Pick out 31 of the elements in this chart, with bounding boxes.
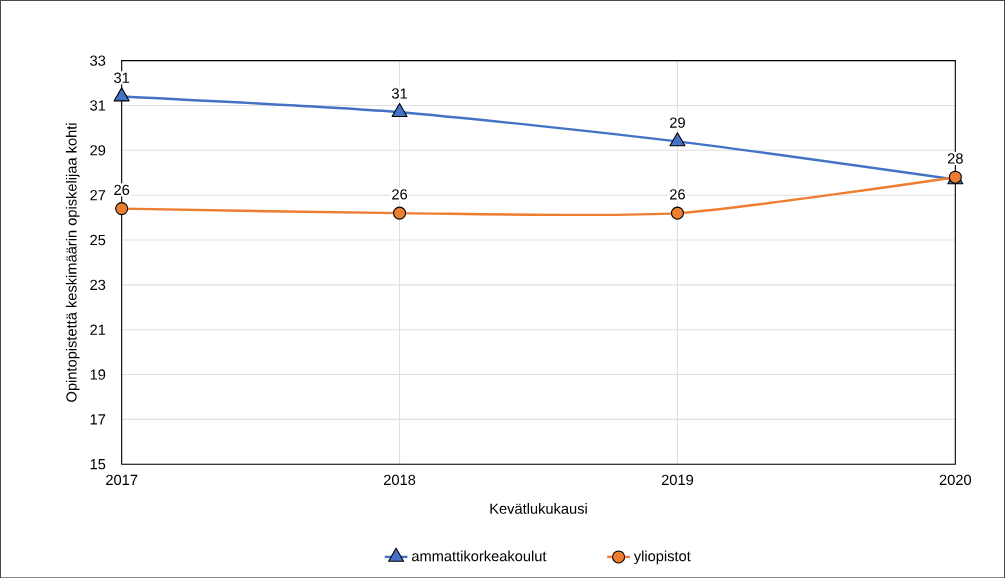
x-tick-label: 2020 [939,474,972,485]
point [115,201,129,216]
point [391,102,408,117]
y-tick-label: 17 [90,414,106,425]
y-tick-label: 31 [90,100,106,111]
x-tick-label: 2018 [383,474,416,485]
y-tick-label: 25 [90,234,106,246]
data-label: 26 [114,184,130,195]
data-label: 29 [670,117,685,128]
y-tick-label: 29 [90,145,106,156]
x-axis-title: Kevätlukukausi [490,502,587,514]
data-label: 26 [392,189,408,200]
point [393,206,407,220]
data-label: 26 [670,189,685,200]
y-tick-label: 21 [90,324,106,335]
data-label: 31 [114,72,130,83]
point [113,87,130,102]
y-tick-label: 33 [90,55,106,66]
x-tick-label: 2017 [106,474,138,485]
data-label: 28 [947,153,963,164]
y-tick-label: 27 [90,189,106,201]
point [670,206,684,220]
data-label: 31 [391,88,407,99]
y-axis-title: Opintopistettä keskimäärin opiskelijaa kohti [65,123,80,402]
y-tick-label: 19 [90,369,106,380]
legend-label: yliopistot [633,550,691,565]
point [669,132,686,147]
y-tick-label: 23 [90,279,106,290]
x-tick-label: 2019 [661,474,694,485]
legend-label: ammattikorkeakoulut [411,550,547,562]
y-tick-label: 15 [90,458,106,470]
